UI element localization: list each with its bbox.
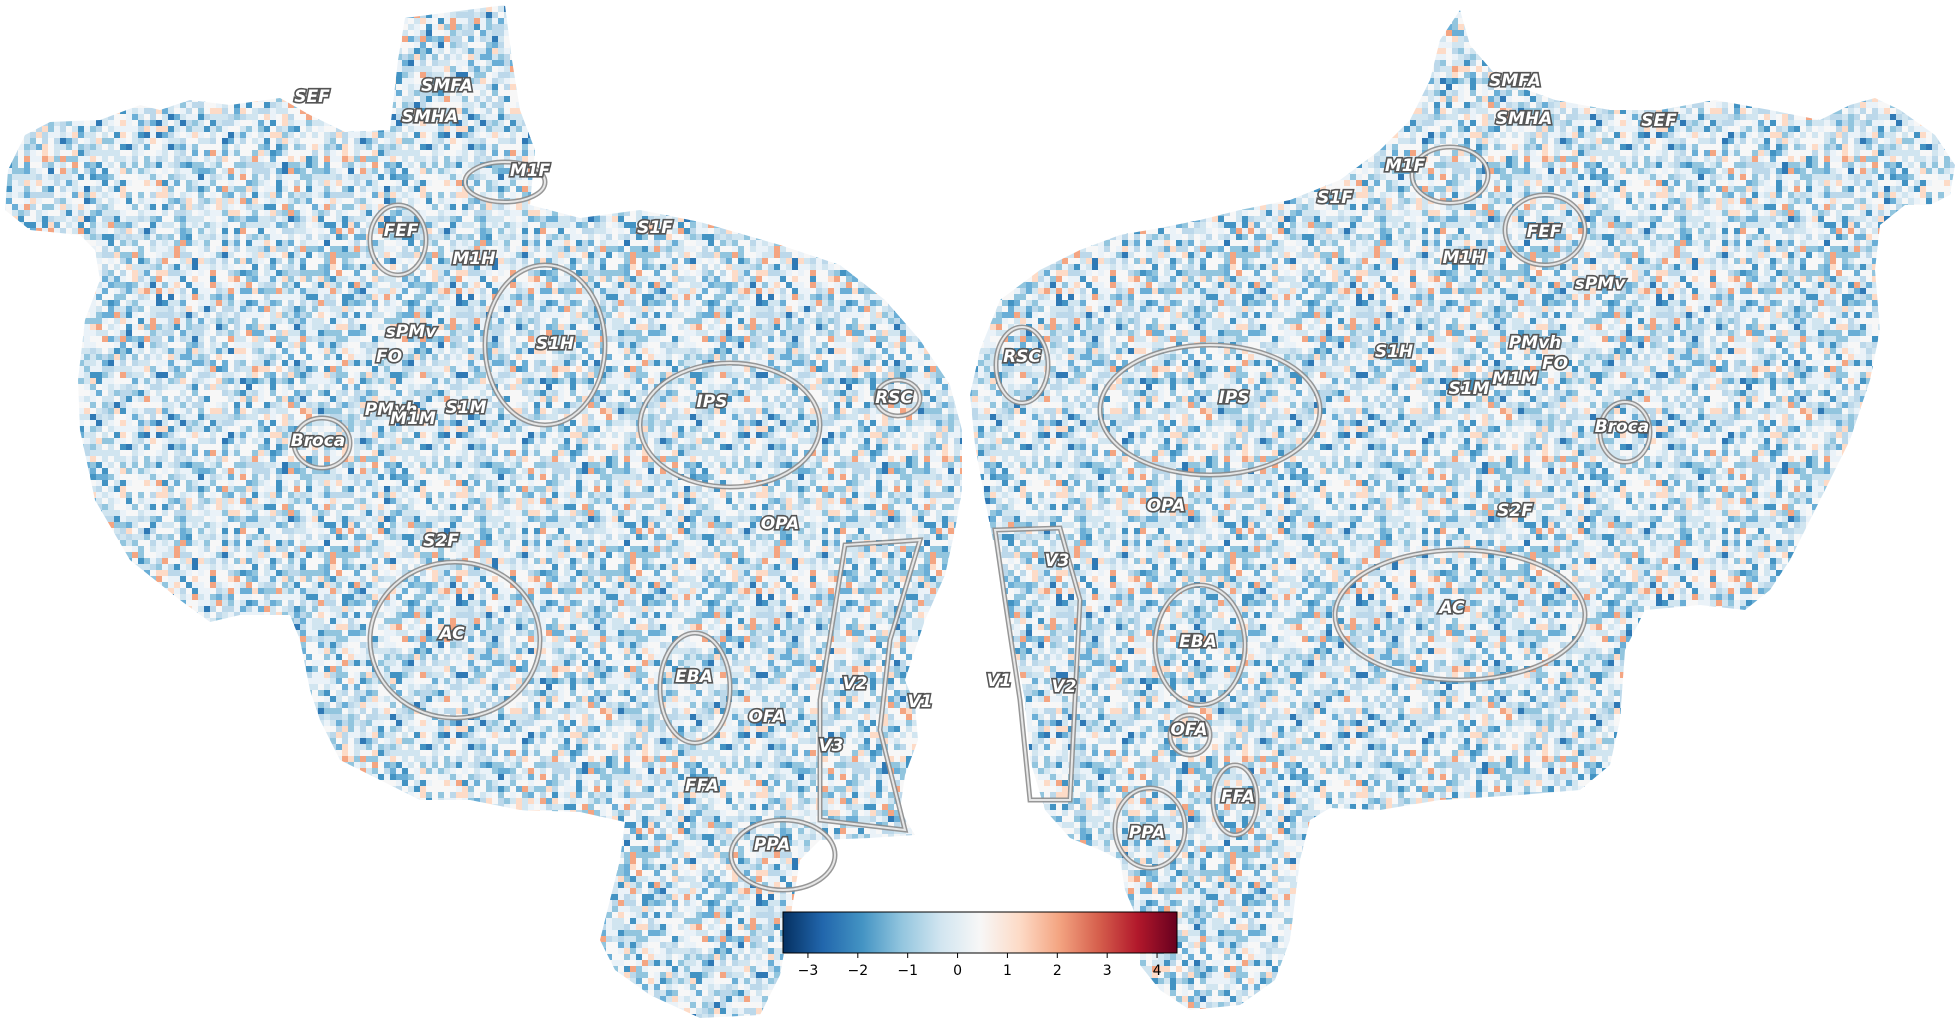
roi-label: SEF [294, 87, 330, 107]
roi-label: M1F [510, 161, 551, 181]
colorbar: −3 −2 −1 0 1 2 3 4 [782, 911, 1178, 979]
roi-outline-right-ppa-inner [1114, 787, 1186, 869]
colorbar-tick-label: 4 [1153, 963, 1162, 979]
roi-label: V1 [908, 692, 933, 712]
roi-label: S1F [637, 218, 673, 238]
roi-label: FFA [685, 776, 719, 796]
roi-label: sPMv [386, 322, 437, 342]
left-hemisphere-surface [5, 5, 962, 1018]
roi-label: M1M [1492, 369, 1538, 389]
roi-label: AC [437, 624, 465, 644]
roi-label: IPS [1218, 388, 1249, 408]
roi-outline-right-v1v2v3-inner [993, 526, 1082, 801]
roi-label: AC [1437, 598, 1465, 618]
roi-label: M1F [1385, 156, 1426, 176]
roi-outline-right-rsc-inner [995, 326, 1049, 404]
roi-outline-right-fef-inner [1504, 194, 1586, 266]
roi-outline-left-broca-inner [293, 417, 351, 469]
roi-outline-left-rsc-inner [875, 379, 921, 417]
left-hemisphere [5, 5, 962, 1018]
roi-label: PMvh [365, 400, 418, 420]
roi-outline-right-broca-inner [1599, 401, 1651, 463]
roi-outline-left-ac-inner [369, 561, 541, 719]
roi-label: S1M [446, 398, 487, 418]
roi-label: V3 [1045, 551, 1070, 571]
roi-label: PPA [1129, 823, 1166, 843]
roi-label: RSC [875, 388, 913, 408]
right-hemisphere-surface [970, 10, 1955, 1010]
roi-outline-right-ips-inner [1099, 344, 1321, 476]
roi-label: M1H [1443, 248, 1486, 268]
roi-label: SMFA [421, 76, 473, 96]
roi-label: RSC [1003, 347, 1041, 367]
roi-label: FFA [1221, 787, 1255, 807]
roi-label: SMHA [1496, 109, 1553, 129]
roi-outline-left-s1h-inner [484, 264, 606, 426]
roi-outline-right-ffa-inner [1212, 764, 1258, 836]
roi-label: S1M [1449, 379, 1490, 399]
roi-outlines [291, 144, 1653, 893]
colorbar-tick-label: −2 [847, 963, 868, 979]
roi-outline-right-m1f-inner [1411, 146, 1489, 204]
colorbar-tick-label: 1 [1003, 963, 1012, 979]
roi-outline-left-fef-inner [369, 204, 427, 276]
roi-label: FO [376, 347, 402, 367]
colorbar-ticks: −3 −2 −1 0 1 2 3 4 [798, 953, 1162, 979]
roi-label: S2F [1497, 501, 1533, 521]
roi-label: Broca [291, 431, 346, 451]
roi-label: SEF [1641, 111, 1677, 131]
roi-label: FO [1542, 354, 1568, 374]
roi-label: S1H [1375, 342, 1413, 362]
roi-outline-left-ppa-inner [730, 819, 836, 891]
roi-label: SMHA [402, 107, 459, 127]
roi-label: EBA [1179, 632, 1217, 652]
roi-outline-right-eba-inner [1154, 584, 1246, 706]
colorbar-tick-label: −3 [798, 963, 819, 979]
roi-label: V3 [819, 736, 844, 756]
roi-outline-left-eba-inner [659, 632, 731, 744]
roi-outline-right-ofa-inner [1169, 714, 1211, 756]
roi-label: V2 [843, 674, 868, 694]
colorbar-tick-label: 2 [1053, 963, 1062, 979]
roi-label: SMFA [1489, 71, 1541, 91]
roi-label: V1 [987, 671, 1012, 691]
right-hemisphere [970, 10, 1955, 1010]
roi-label: PMvh [1509, 333, 1562, 353]
roi-outline-left-m1f-inner [464, 161, 546, 203]
roi-label: M1H [453, 249, 496, 269]
roi-label: S1H [536, 334, 574, 354]
roi-outline-right-ac-inner [1334, 549, 1586, 681]
roi-label: Broca [1595, 417, 1650, 437]
colorbar-gradient [782, 911, 1178, 954]
roi-label: OFA [748, 707, 785, 727]
roi-label: S2F [423, 531, 459, 551]
roi-outline-left-ips-inner [639, 362, 821, 488]
roi-labels: SEF SMFA SMHA M1F FEF S1F M1H sPMv S1H F… [289, 69, 1679, 856]
colorbar-tick-label: 3 [1103, 963, 1112, 979]
roi-label: M1M [390, 409, 436, 429]
roi-label: OPA [761, 514, 800, 534]
roi-label: V2 [1052, 677, 1077, 697]
roi-label: FEF [1527, 222, 1562, 242]
roi-label: sPMv [1575, 274, 1626, 294]
roi-outline-left-v1v2v3-inner [819, 538, 922, 832]
roi-label: S1F [1317, 188, 1353, 208]
roi-label: EBA [675, 667, 713, 687]
colorbar-tick-label: −1 [897, 963, 918, 979]
roi-label: OFA [1170, 720, 1207, 740]
roi-label: OPA [1147, 496, 1186, 516]
roi-label: FEF [384, 221, 419, 241]
roi-label: IPS [696, 392, 727, 412]
roi-label: PPA [754, 835, 791, 855]
colorbar-tick-label: 0 [953, 963, 962, 979]
